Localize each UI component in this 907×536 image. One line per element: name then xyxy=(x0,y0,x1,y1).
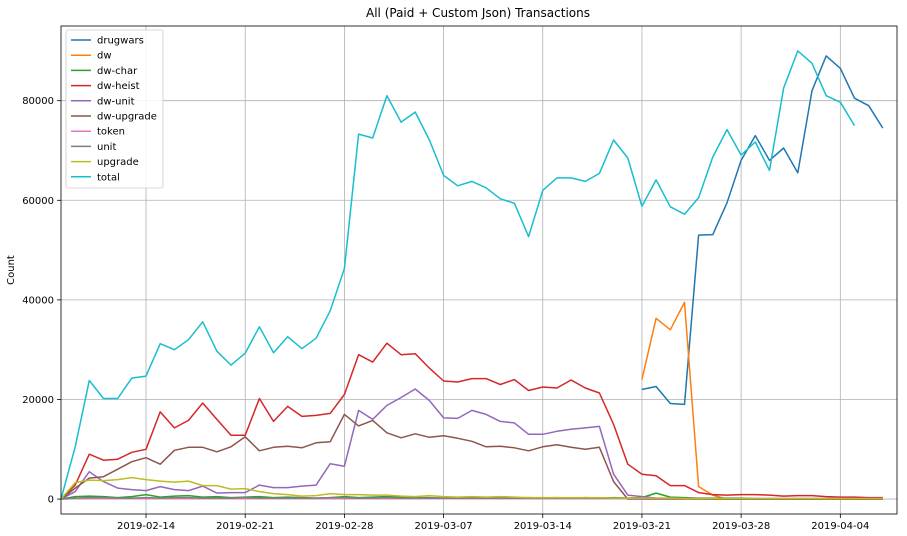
x-axis-ticks: 2019-02-14 2019-02-21 2019-02-28 2019-03-07… xyxy=(117,514,869,532)
x-tick-label: 2019-02-28 xyxy=(315,521,373,532)
plot-area xyxy=(61,26,897,514)
series-line-drugwars xyxy=(641,55,884,406)
y-tick-label: 40000 xyxy=(22,295,54,306)
x-tick-label: 2019-04-04 xyxy=(811,521,869,532)
legend-label: total xyxy=(97,172,120,183)
series-line-upgrade xyxy=(60,476,883,500)
y-tick-label: 60000 xyxy=(22,196,54,207)
x-tick-label: 2019-03-07 xyxy=(415,521,473,532)
x-tick-label: 2019-02-14 xyxy=(117,521,175,532)
legend-label: unit xyxy=(97,142,116,153)
legend-label: dw-upgrade xyxy=(97,112,157,123)
y-tick-label: 80000 xyxy=(22,96,54,107)
x-tick-label: 2019-02-21 xyxy=(216,521,274,532)
x-tick-label: 2019-03-14 xyxy=(514,521,572,532)
y-tick-label: 0 xyxy=(48,495,54,506)
y-axis-label: Count xyxy=(6,255,17,285)
series-lines xyxy=(60,50,884,500)
legend-label: dw xyxy=(97,51,112,62)
chart-title: All (Paid + Custom Json) Transactions xyxy=(366,6,590,20)
series-line-dw-heist xyxy=(60,342,883,500)
legend-label: dw-heist xyxy=(97,81,140,92)
y-axis-ticks: 0 20000 40000 60000 80000 xyxy=(22,96,61,506)
plot-frame xyxy=(60,25,898,515)
x-tick-label: 2019-03-28 xyxy=(712,521,770,532)
y-tick-label: 20000 xyxy=(22,395,54,406)
series-line-total xyxy=(60,50,856,500)
legend-box xyxy=(65,29,164,189)
x-tick-label: 2019-03-21 xyxy=(613,521,671,532)
legend: drugwars dw dw-char dw-heist dw-unit dw-upgra… xyxy=(65,29,164,189)
legend-label: dw-char xyxy=(97,66,138,77)
legend-label: dw-unit xyxy=(97,96,135,107)
legend-label: upgrade xyxy=(97,157,139,168)
legend-label: drugwars xyxy=(97,36,144,47)
legend-label: token xyxy=(97,127,125,138)
